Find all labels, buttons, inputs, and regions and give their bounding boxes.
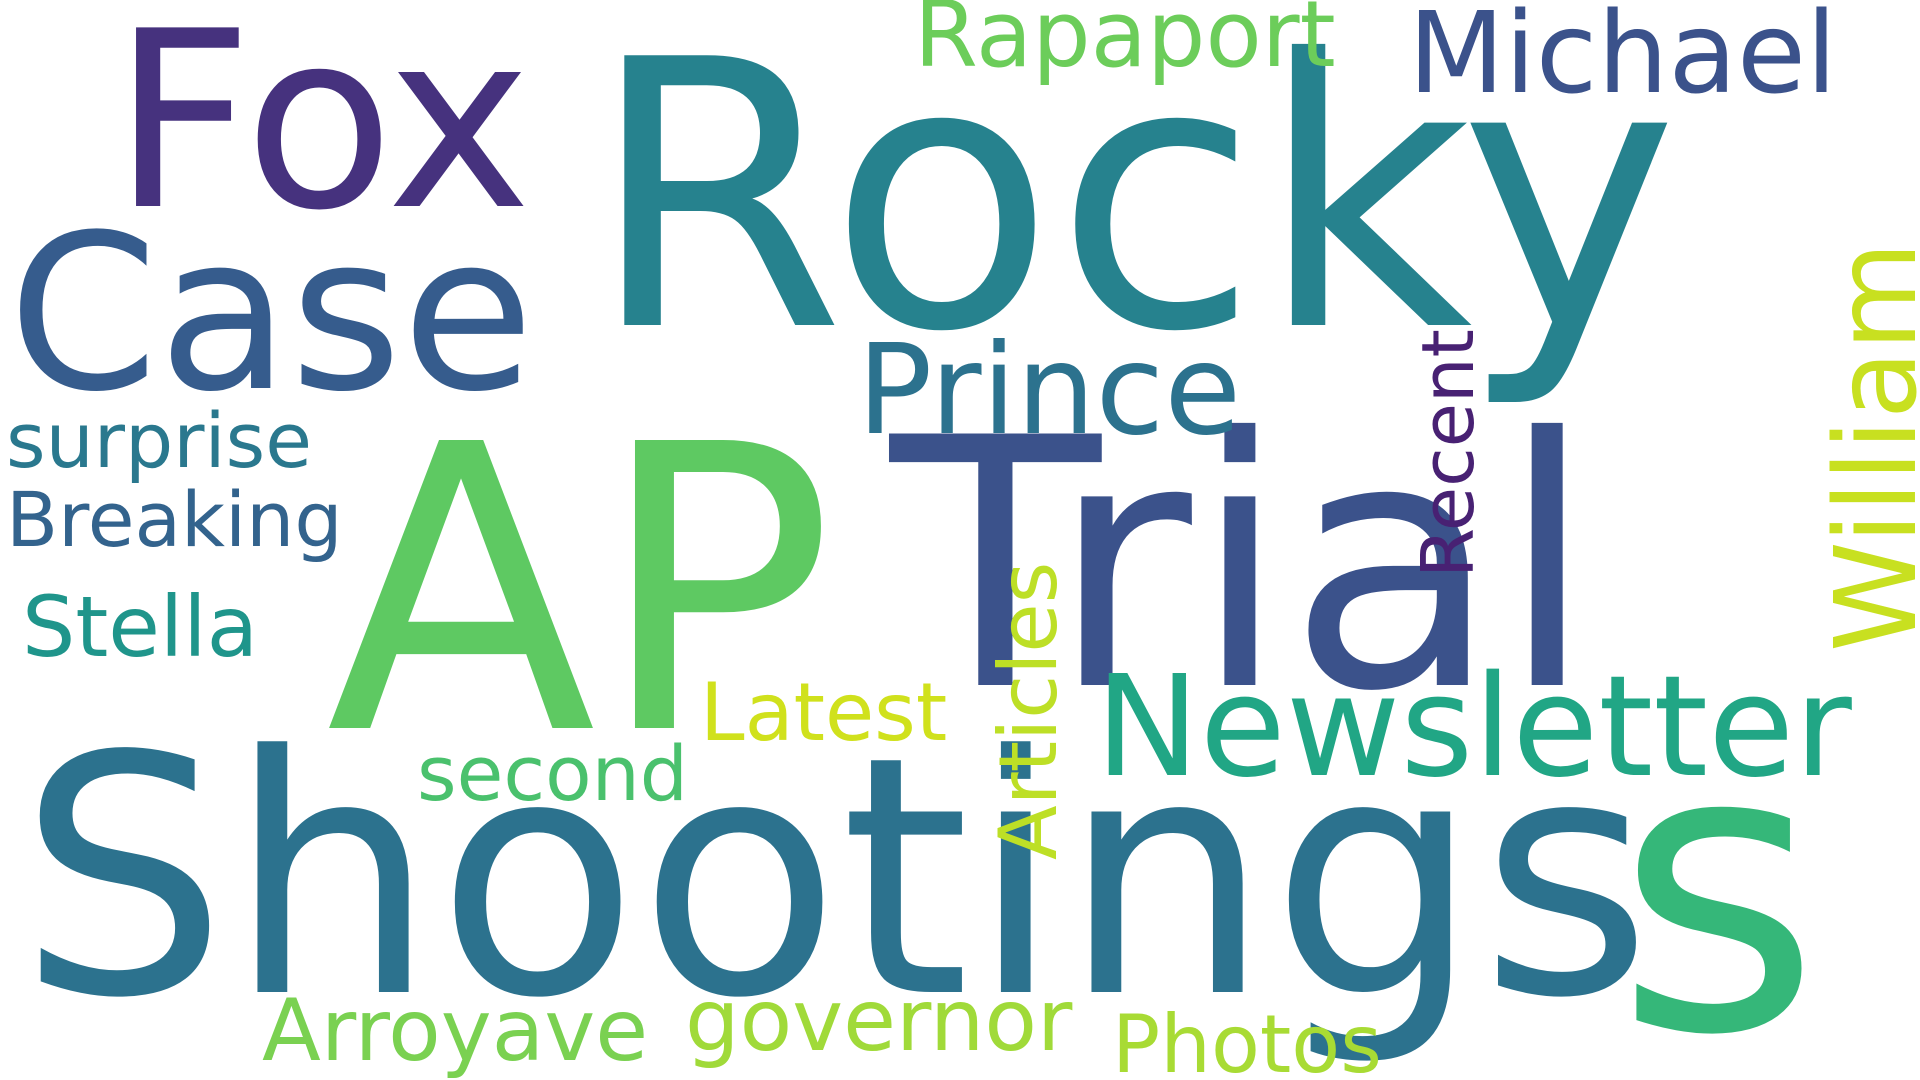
word-ap: AP — [326, 362, 834, 822]
word-arroyave: Arroyave — [262, 981, 648, 1080]
word-trial: Trial — [885, 366, 1595, 767]
word-rocky: Rocky — [588, 0, 1678, 413]
word-william: William — [1812, 242, 1920, 652]
word-michael: Michael — [1408, 0, 1837, 119]
word-photos: Photos — [1112, 998, 1382, 1080]
word-s: s — [1615, 662, 1821, 1080]
word-rapaport: Rapaport — [914, 0, 1336, 88]
word-prince: Prince — [857, 318, 1241, 463]
word-articles: Articles — [982, 562, 1075, 860]
word-breaking: Breaking — [6, 475, 343, 564]
word-surprise: surprise — [6, 396, 312, 485]
word-latest: Latest — [700, 666, 947, 759]
word-second: second — [417, 729, 688, 818]
word-newsletter: Newsletter — [1095, 646, 1852, 809]
word-stella: Stella — [22, 578, 258, 676]
word-fox: Fox — [112, 0, 532, 264]
word-case: Case — [8, 188, 534, 439]
word-governor: governor — [685, 971, 1073, 1071]
word-shootings: Shootings — [18, 686, 1652, 1070]
word-recent: Recent — [1406, 329, 1490, 578]
